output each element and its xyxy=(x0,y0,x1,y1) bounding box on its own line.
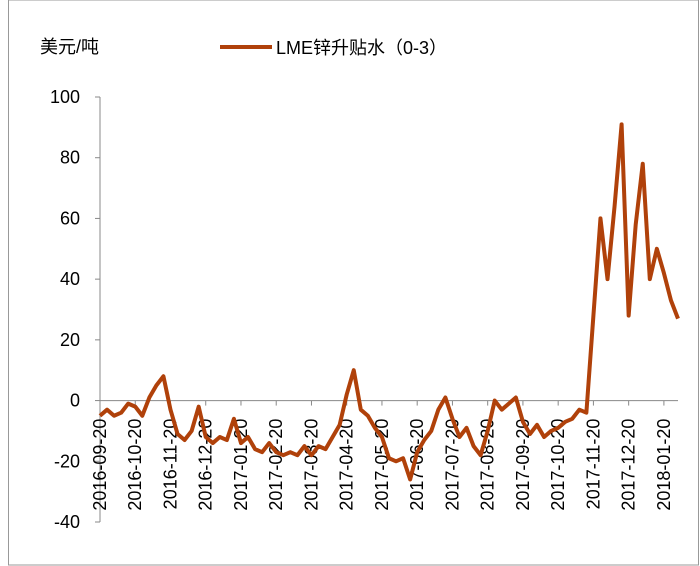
y-tick-label: 100 xyxy=(50,87,80,107)
y-tick-label: 40 xyxy=(60,269,80,289)
x-tick-label: 2016-09-20 xyxy=(90,419,110,511)
y-axis-unit: 美元/吨 xyxy=(40,37,99,57)
x-tick-label: 2016-11-20 xyxy=(160,419,180,510)
x-tick-label: 2017-05-20 xyxy=(372,419,392,511)
y-tick-label: -40 xyxy=(54,512,80,532)
y-tick-label: 0 xyxy=(70,391,80,411)
y-tick-label: 80 xyxy=(60,148,80,168)
legend-label: LME锌升贴水（0-3） xyxy=(276,38,447,58)
x-tick-label: 2017-07-20 xyxy=(442,419,462,511)
y-tick-label: 20 xyxy=(60,330,80,350)
y-tick-label: 60 xyxy=(60,208,80,228)
x-tick-label: 2016-10-20 xyxy=(125,419,145,511)
x-tick-label: 2017-02-20 xyxy=(266,419,286,511)
x-tick-label: 2017-03-20 xyxy=(301,419,321,511)
series-line xyxy=(98,122,680,482)
x-tick-label: 2017-10-20 xyxy=(548,419,568,511)
x-tick-label: 2017-11-20 xyxy=(583,419,603,510)
x-tick-label: 2018-01-20 xyxy=(654,419,674,511)
frame xyxy=(8,0,699,566)
x-tick-label: 2017-01-20 xyxy=(231,419,251,511)
x-tick-label: 2017-12-20 xyxy=(619,419,639,511)
x-tick-label: 2017-04-20 xyxy=(337,419,357,511)
x-tick-label: 2017-09-20 xyxy=(513,419,533,511)
y-tick-label: -20 xyxy=(54,451,80,471)
x-tick-label: 2017-06-20 xyxy=(407,419,427,511)
